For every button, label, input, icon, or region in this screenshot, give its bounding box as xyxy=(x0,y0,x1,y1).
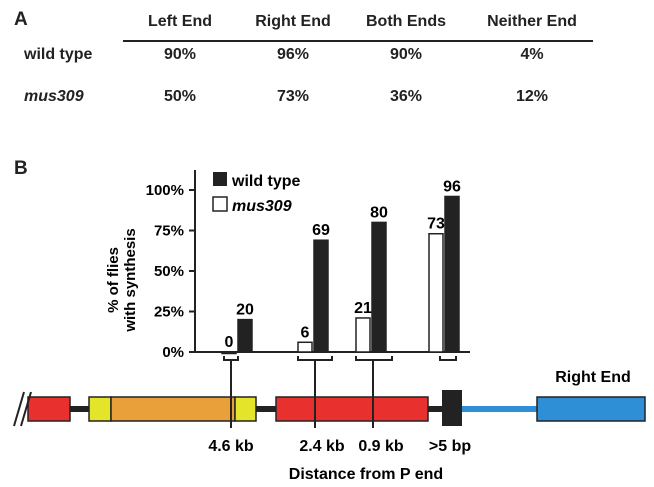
summary-table: Left End Right End Both Ends Neither End… xyxy=(10,10,601,118)
y-tick-label: 75% xyxy=(154,223,184,240)
x-axis-label: Distance from P end xyxy=(289,466,443,483)
data-label: 21 xyxy=(354,300,372,317)
map-block-yellow-right xyxy=(234,396,257,422)
table-cell: 90% xyxy=(163,46,197,63)
y-axis-label: % of flies xyxy=(105,247,122,313)
table-rule xyxy=(123,40,593,42)
map-block-orange xyxy=(110,396,236,422)
legend-label-wildtype: wild type xyxy=(231,173,301,190)
y-tick-label: 50% xyxy=(154,263,184,280)
map-block-yellow-left xyxy=(88,396,112,422)
bar-mus309 xyxy=(355,317,371,353)
table-cell: 36% xyxy=(389,88,423,105)
data-label: 0 xyxy=(225,334,234,351)
map-break-mark xyxy=(13,391,25,427)
data-label: 69 xyxy=(312,222,330,239)
map-block-red-left xyxy=(27,396,71,422)
y-tick-label: 0% xyxy=(162,344,184,361)
bar-wildtype xyxy=(444,195,460,353)
row-label: mus309 xyxy=(24,88,84,105)
column-header: Neither End xyxy=(487,13,577,30)
site-label: 2.4 kb xyxy=(299,438,345,455)
panel-b-label: B xyxy=(14,158,28,179)
column-header: Right End xyxy=(255,13,331,30)
site-markers xyxy=(230,397,374,428)
data-label: 96 xyxy=(443,178,461,195)
panel-a-label: A xyxy=(14,9,28,30)
column-header: Left End xyxy=(148,13,212,30)
table-cell: 96% xyxy=(276,46,310,63)
map-block-red-middle xyxy=(275,396,429,422)
table-row: mus309 50% 73% 36% 12% xyxy=(10,76,601,118)
map-block-black xyxy=(442,390,462,426)
column-header: Both Ends xyxy=(366,13,446,30)
bar-mus309 xyxy=(297,341,313,353)
y-axis-label-line2: with synthesis xyxy=(122,228,139,332)
legend-swatch-wildtype xyxy=(213,172,227,186)
data-label: 20 xyxy=(236,302,254,319)
site-label: >5 bp xyxy=(429,438,471,455)
site-label: 4.6 kb xyxy=(208,438,254,455)
data-label: 6 xyxy=(301,324,310,341)
map-break-mark xyxy=(20,391,32,427)
legend-label-mus309: mus309 xyxy=(232,198,292,215)
map-block-blue xyxy=(536,396,646,422)
table-row: wild type 90% 96% 90% 4% xyxy=(10,34,601,76)
y-tick-label: 25% xyxy=(154,304,184,321)
legend-swatch-mus309 xyxy=(212,196,228,212)
table-cell: 12% xyxy=(515,88,549,105)
bar-wildtype xyxy=(313,239,329,353)
y-tick-label: 100% xyxy=(146,182,184,199)
bar-mus309 xyxy=(428,232,444,353)
bar-mus309 xyxy=(221,351,237,355)
bar-wildtype xyxy=(237,318,253,353)
bar-wildtype xyxy=(371,221,387,353)
data-label: 73 xyxy=(427,216,445,233)
table-header-row: Left End Right End Both Ends Neither End xyxy=(10,10,601,34)
table-cell: 73% xyxy=(276,88,310,105)
right-end-label: Right End xyxy=(555,369,631,386)
table-cell: 90% xyxy=(389,46,423,63)
table-cell: 4% xyxy=(520,46,544,63)
table-cell: 50% xyxy=(163,88,197,105)
row-label: wild type xyxy=(24,46,93,63)
site-label: 0.9 kb xyxy=(358,438,404,455)
data-label: 80 xyxy=(370,204,388,221)
